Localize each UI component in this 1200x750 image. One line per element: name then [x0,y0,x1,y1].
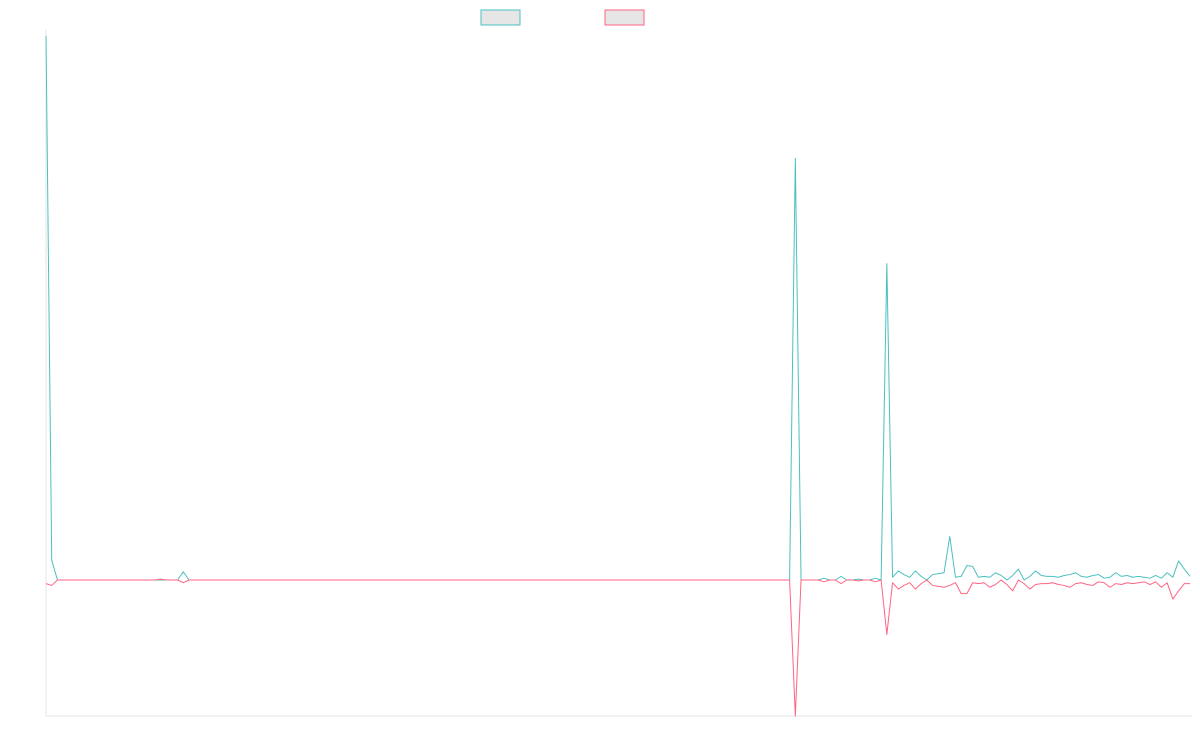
series-group [45,35,1191,717]
series-line-1 [45,35,1191,581]
legend-swatch-series-2[interactable] [604,9,645,26]
axes [45,30,1192,717]
legend[interactable] [480,9,645,26]
legend-swatch-series-1[interactable] [480,9,521,26]
series-line-2 [45,578,1190,717]
